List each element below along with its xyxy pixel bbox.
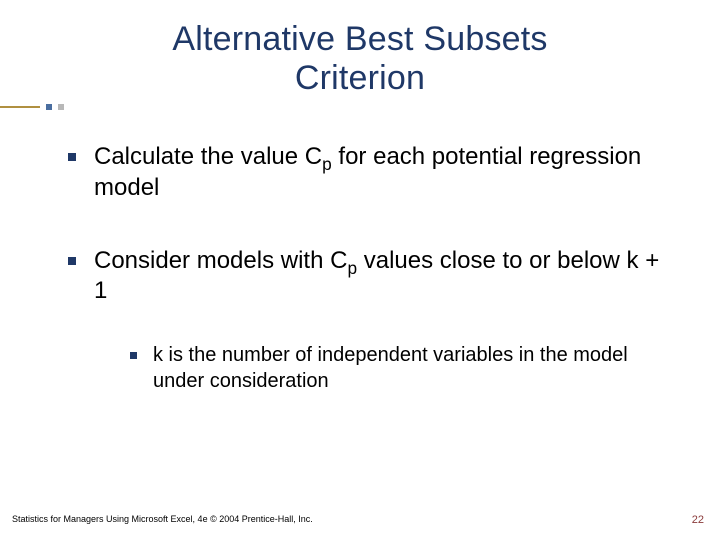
list-item: Consider models with Cp values close to … [68, 246, 660, 307]
content-area: Calculate the value Cp for each potentia… [40, 142, 680, 394]
list-item: Calculate the value Cp for each potentia… [68, 142, 660, 203]
page-number: 22 [692, 514, 704, 526]
footer-text: Statistics for Managers Using Microsoft … [12, 514, 313, 524]
accent-dot-2 [58, 104, 64, 110]
bullet-square-icon [68, 153, 76, 161]
accent-line [0, 106, 40, 108]
sub-bullet-text: k is the number of independent variables… [153, 343, 660, 394]
title-line-2: Criterion [295, 59, 425, 97]
slide-title: Alternative Best Subsets Criterion [40, 20, 680, 98]
accent-dot-1 [46, 104, 52, 110]
title-line-1: Alternative Best Subsets [172, 20, 547, 58]
bullet-square-icon [130, 352, 137, 359]
slide: Alternative Best Subsets Criterion Calcu… [0, 0, 720, 540]
bullet-text: Calculate the value Cp for each potentia… [94, 142, 660, 203]
bullet-text: Consider models with Cp values close to … [94, 246, 660, 307]
sub-list-item: k is the number of independent variables… [130, 343, 660, 394]
bullet-square-icon [68, 257, 76, 265]
